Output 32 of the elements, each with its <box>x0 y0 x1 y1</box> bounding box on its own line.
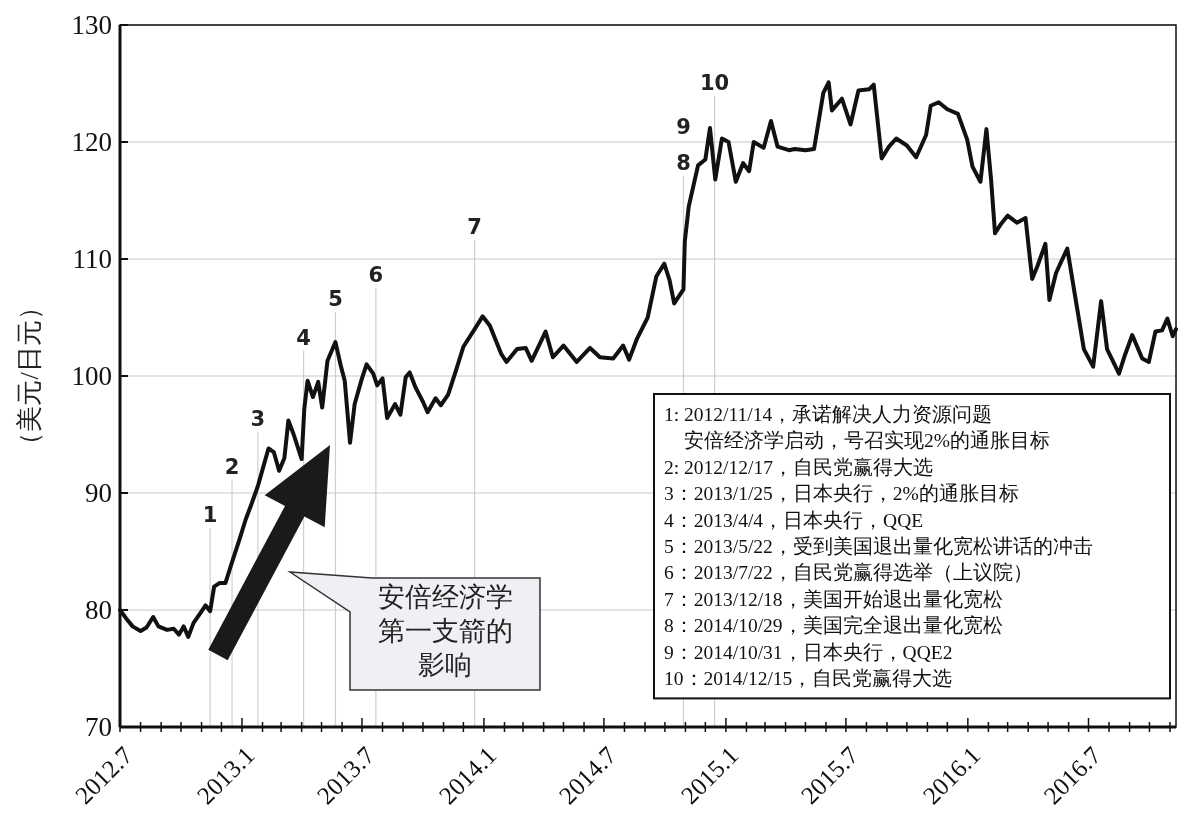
annotation: 4：2013/4/4，日本央行，QQE <box>664 509 924 531</box>
ref-line-label: 10 <box>700 71 730 95</box>
y-tick-label: 110 <box>72 244 112 274</box>
ref-line-label: 6 <box>368 263 384 287</box>
y-tick-label: 70 <box>85 712 112 742</box>
y-tick-label: 130 <box>71 10 112 40</box>
y-tick-label: 80 <box>85 595 112 625</box>
ref-line-label: 5 <box>328 287 343 312</box>
ref-line-label: 2 <box>224 455 240 479</box>
annotation: 9 <box>676 115 691 140</box>
annotation: 安倍经济学启动，号召实现2%的通胀目标 <box>664 430 1050 452</box>
annotation: 安倍经济学 <box>377 582 513 612</box>
ref-line-label: 4 <box>296 325 311 350</box>
annotation: 5：2013/5/22，受到美国退出量化宽松讲话的冲击 <box>664 535 1093 557</box>
annotation: 2: 2012/12/17，自民党赢得大选 <box>664 456 933 478</box>
annotation: 6：2013/7/22，自民党赢得选举（上议院） <box>664 562 1033 584</box>
ref-line-label: 3 <box>250 407 266 431</box>
ref-line-label: 8 <box>676 151 691 176</box>
annotation: 8：2014/10/29，美国完全退出量化宽松 <box>664 614 1003 637</box>
annotation: 第一支箭的 <box>377 616 513 646</box>
annotation: 1: 2012/11/14，承诺解决人力资源问题 <box>664 404 993 425</box>
ref-line-label: 7 <box>467 215 482 239</box>
annotation: 影响 <box>418 650 472 680</box>
y-axis-title: （美元/日元） <box>15 294 44 458</box>
annotation: 3：2013/1/25，日本央行，2%的通胀目标 <box>664 483 1019 505</box>
annotation: 7：2013/12/18，美国开始退出量化宽松 <box>664 587 1003 610</box>
y-tick-label: 90 <box>85 478 112 508</box>
y-tick-label: 120 <box>71 127 112 157</box>
annotation: 9：2014/10/31，日本央行，QQE2 <box>664 641 953 663</box>
ref-line-label: 1 <box>202 503 218 527</box>
annotation: 10：2014/12/15，自民党赢得大选 <box>664 668 953 689</box>
y-tick-label: 100 <box>71 361 112 391</box>
